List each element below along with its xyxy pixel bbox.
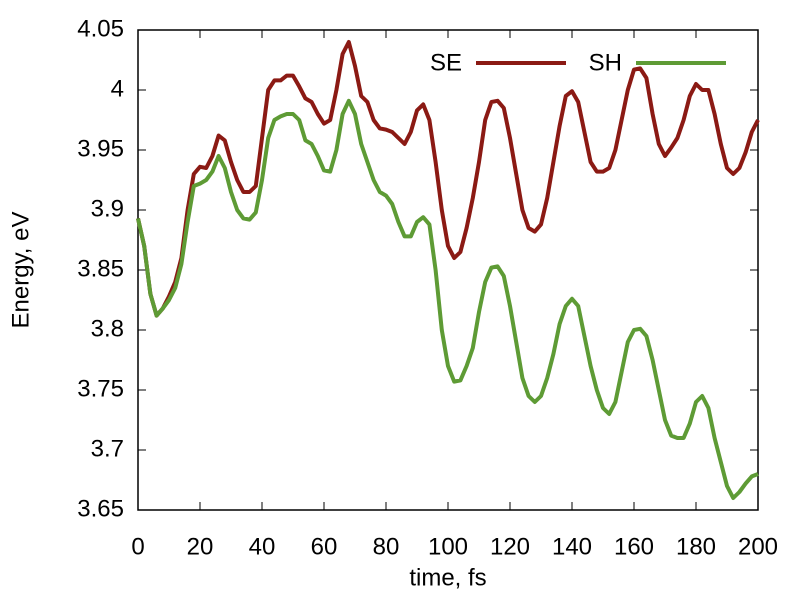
series-line — [136, 40, 760, 318]
x-tick-label: 120 — [490, 533, 530, 560]
y-tick-label: 3.7 — [91, 435, 124, 462]
y-tick-label: 3.8 — [91, 315, 124, 342]
y-tick-label: 3.85 — [77, 255, 124, 282]
x-tick-label: 0 — [131, 533, 144, 560]
x-tick-label: 100 — [428, 533, 468, 560]
x-tick-label: 140 — [552, 533, 592, 560]
x-tick-label: 180 — [676, 533, 716, 560]
y-tick-label: 3.95 — [77, 135, 124, 162]
y-tick-label: 3.75 — [77, 375, 124, 402]
x-tick-label: 160 — [614, 533, 654, 560]
y-tick-label: 3.9 — [91, 195, 124, 222]
y-axis-label: Energy, eV — [7, 212, 34, 329]
x-tick-label: 20 — [187, 533, 214, 560]
x-tick-label: 40 — [249, 533, 276, 560]
y-tick-label: 4 — [111, 75, 124, 102]
y-tick-label: 3.65 — [77, 495, 124, 522]
legend-label: SH — [589, 49, 622, 76]
series-line — [136, 98, 759, 500]
x-tick-label: 80 — [373, 533, 400, 560]
y-tick-label: 4.05 — [77, 15, 124, 42]
x-axis-label: time, fs — [409, 564, 486, 591]
legend-label: SE — [430, 49, 462, 76]
plot-frame — [137, 29, 759, 511]
x-tick-label: 60 — [311, 533, 338, 560]
x-tick-label: 200 — [738, 533, 778, 560]
